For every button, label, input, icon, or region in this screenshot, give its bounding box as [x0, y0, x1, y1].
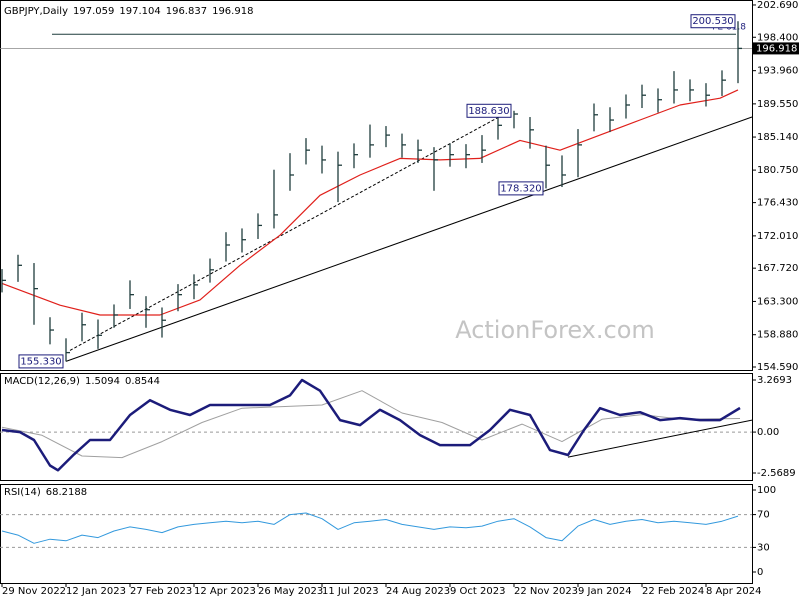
x-tick-label: 26 May 2023 [258, 586, 323, 597]
y-tick-label: 185.140 [757, 132, 798, 143]
rsi-panel-frame [0, 484, 753, 584]
x-tick-label: 22 Nov 2023 [514, 586, 578, 597]
annotation-label: 155.330 [20, 356, 61, 367]
annotation-label: 188.630 [468, 106, 509, 117]
x-tick-label: 29 Nov 2022 [2, 586, 66, 597]
panel-header: RSI(14) 68.2188 [4, 487, 87, 498]
y-tick-label: 189.550 [757, 99, 798, 110]
x-tick-label: 9 Oct 2023 [450, 586, 505, 597]
annotation-box [466, 103, 512, 118]
y-tick-label: 193.960 [757, 66, 798, 77]
y-tick-label: 167.720 [757, 263, 798, 274]
x-tick-label: 12 Jan 2023 [66, 586, 126, 597]
y-tick-label: 198.400 [757, 32, 798, 43]
y-tick-label: 0 [757, 567, 763, 578]
x-tick-label: 27 Feb 2023 [130, 586, 192, 597]
y-tick-label: 30 [757, 542, 770, 553]
annotation-label: 200.530 [692, 16, 733, 27]
y-tick-label: 0.00 [757, 427, 779, 438]
y-tick-label: 158.880 [757, 330, 798, 341]
x-tick-label: 8 Apr 2024 [706, 586, 761, 597]
indicator-line [1, 378, 741, 472]
y-tick-label: 180.750 [757, 165, 798, 176]
watermark: ActionForex.com [455, 316, 655, 344]
y-tick-label: 163.300 [757, 296, 798, 307]
y-tick-label: 172.010 [757, 231, 798, 242]
x-tick-label: 9 Jan 2024 [578, 586, 632, 597]
macd-panel-frame [0, 373, 753, 481]
header-part: 196.918 [212, 6, 253, 17]
header-part: 0.8544 [125, 376, 160, 387]
header-part: 68.2188 [46, 487, 87, 498]
x-tick-label: 12 Apr 2023 [194, 586, 256, 597]
trendline [567, 419, 753, 458]
annotation-box [498, 181, 544, 196]
annotation-box [690, 14, 736, 29]
indicator-line [1, 512, 739, 544]
x-tick-label: 22 Feb 2024 [642, 586, 704, 597]
last-price-label: 196.918 [756, 43, 797, 54]
moving-average [1, 89, 739, 316]
annotation-box [18, 354, 64, 369]
x-tick-label: 24 Aug 2023 [386, 586, 450, 597]
trendline [65, 116, 753, 362]
header-part: 1.5094 [85, 376, 120, 387]
header-part: RSI(14) [4, 487, 41, 498]
annotation-label: 178.320 [500, 183, 541, 194]
y-tick-label: 100 [757, 485, 776, 496]
y-tick-label: 70 [757, 510, 770, 521]
price-panel-frame [0, 0, 753, 371]
panel-header: GBPJPY,Daily 197.059 197.104 196.837 196.918 [4, 6, 253, 17]
y-tick-label: 202.690 [757, 0, 798, 11]
header-part: 196.837 [166, 6, 207, 17]
header-part: MACD(12,26,9) [4, 376, 80, 387]
indicator-line [1, 390, 741, 459]
header-part: 197.104 [119, 6, 160, 17]
panel-header: MACD(12,26,9) 1.5094 0.8544 [4, 376, 160, 387]
header-part: GBPJPY,Daily [4, 6, 68, 17]
y-tick-label: 176.430 [757, 198, 798, 209]
y-tick-label: 154.590 [757, 362, 798, 373]
header-part: 197.059 [73, 6, 114, 17]
y-tick-label: 3.2693 [757, 375, 792, 386]
y-tick-label: -2.5689 [757, 468, 796, 479]
trendline [69, 110, 511, 351]
x-tick-label: 11 Jul 2023 [322, 586, 379, 597]
last-price-box [753, 42, 799, 55]
